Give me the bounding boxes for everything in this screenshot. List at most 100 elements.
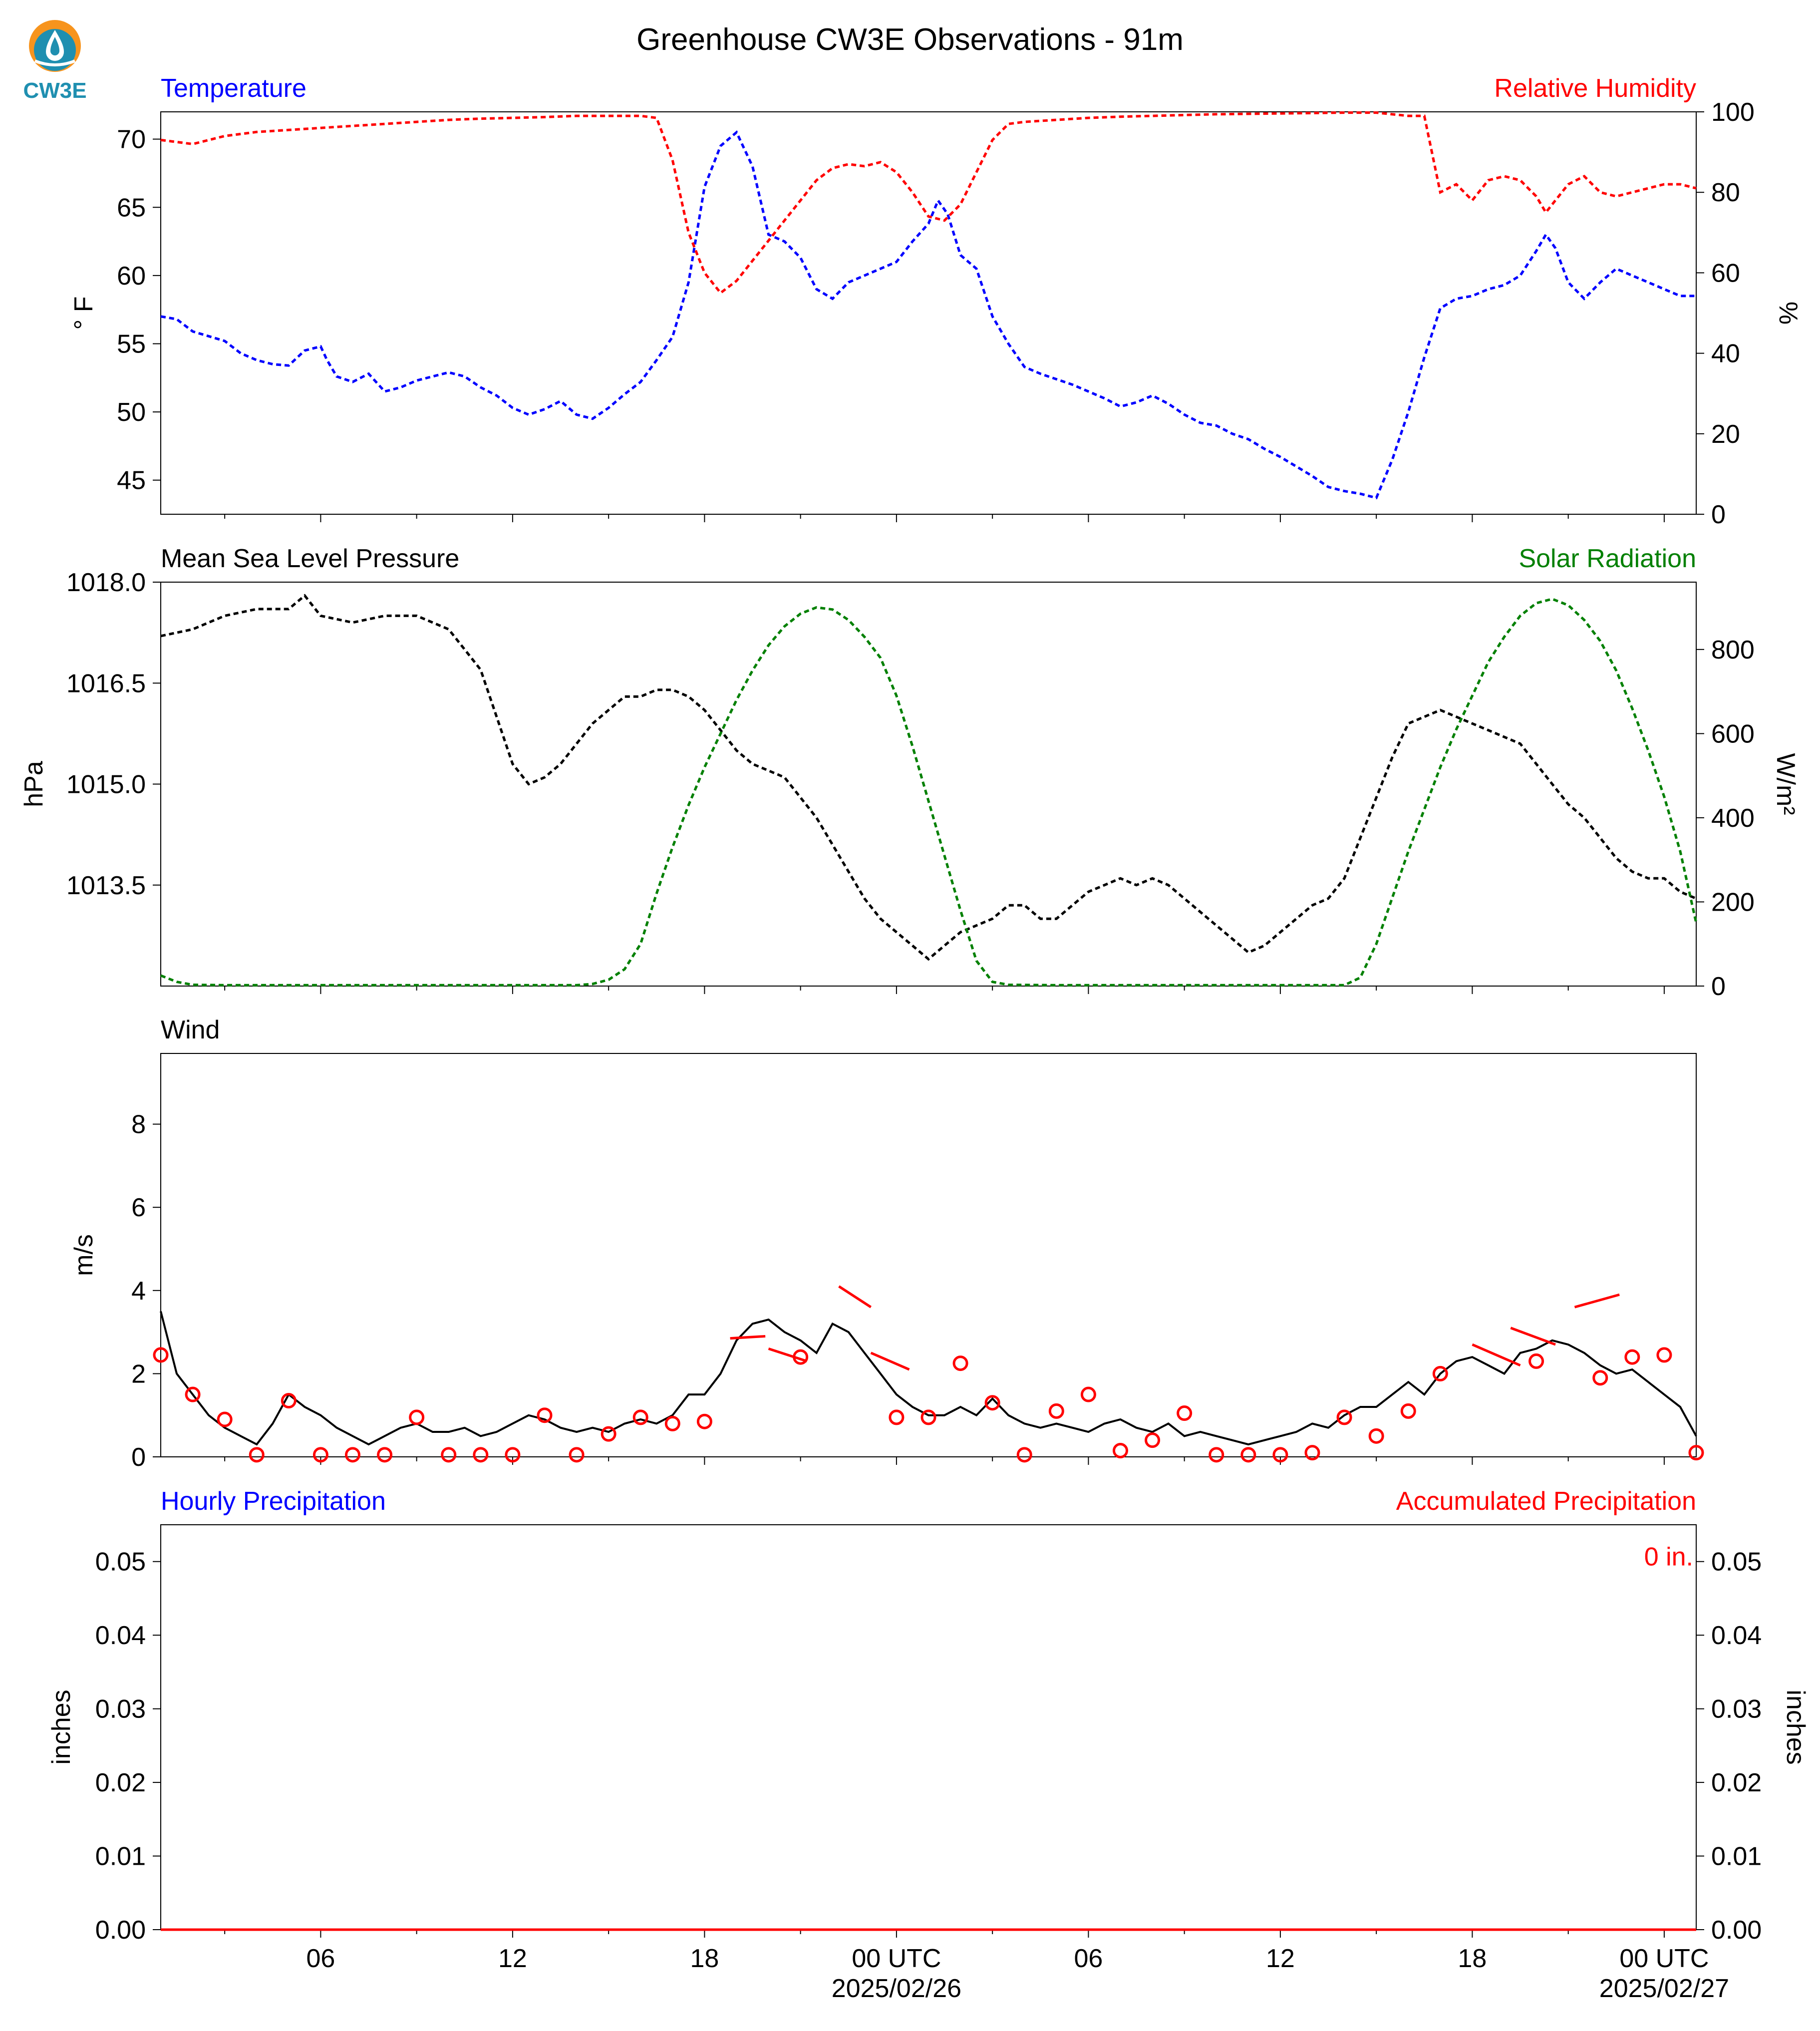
wind-marker [1177,1405,1193,1421]
droplet-logo-icon [29,20,81,72]
wind-marker [441,1447,457,1463]
wind-marker [1048,1403,1064,1419]
wind-barb [870,1352,910,1371]
y-tick-label-right: 100 [1711,98,1755,127]
wind-marker [952,1355,968,1371]
wind-marker [1688,1445,1704,1461]
wind-marker [1080,1386,1096,1402]
y-tick-label-left: 65 [117,193,146,222]
wind-barb [838,1285,872,1309]
wind-marker [1145,1432,1161,1448]
y-axis-label-left: hPa [19,761,48,807]
x-tick-label: 18 [690,1944,719,1973]
wind-barb [1472,1343,1521,1367]
x-tick-date-label: 2025/02/27 [1599,1974,1729,2003]
y-tick-label-right: 400 [1711,804,1755,833]
y-tick-label-left: 8 [131,1110,146,1139]
y-tick-label-left: 0.02 [95,1768,146,1797]
wind-marker [696,1413,712,1429]
y-tick-label-right: 60 [1711,259,1740,288]
wind-marker [249,1447,265,1463]
plot-frame [160,1524,1697,1930]
wind-marker [664,1415,680,1431]
wind-marker [1400,1403,1416,1419]
y-tick-label-left: 1016.5 [66,669,146,698]
panel-title-left: Hourly Precipitation [161,1487,386,1516]
y-tick-label-left: 0.00 [95,1916,146,1945]
plot-frame [160,582,1697,987]
panel-title-left: Mean Sea Level Pressure [161,544,459,573]
y-tick-label-left: 0.03 [95,1695,146,1724]
wind-marker [345,1447,360,1463]
y-tick-label-right: 0.05 [1711,1548,1762,1577]
chart-panel-4: Hourly Precipitation Accumulated Precipit… [47,1487,1810,1945]
panel-title-right: Accumulated Precipitation [1396,1487,1696,1516]
y-tick-label-left: 50 [117,398,146,427]
wind-marker [505,1447,521,1463]
y-tick-label-right: 20 [1711,420,1740,449]
y-axis-label-left: ° F [69,296,98,330]
wind-barb [730,1335,766,1340]
x-tick-label: 12 [498,1944,527,1973]
wind-marker [1336,1409,1352,1425]
plot-frame [160,111,1697,515]
chart-panel-1: Temperature Relative Humidity 45 50 55 60 65 70… [69,74,1803,529]
y-tick-label-left: 55 [117,330,146,358]
panel-title-right: Solar Radiation [1518,544,1696,573]
wind-barb [1574,1293,1620,1309]
y-tick-label-right: 0.00 [1711,1916,1762,1945]
y-tick-label-left: 70 [117,125,146,154]
y-axis-label-right: % [1774,302,1803,325]
series-line-relative-humidity [160,111,1697,295]
y-tick-label-right: 0 [1711,500,1726,529]
wind-marker [1528,1353,1544,1369]
y-tick-label-left: 45 [117,466,146,495]
wind-barb [1510,1327,1556,1346]
wind-marker [537,1407,553,1423]
wind-marker [1368,1428,1384,1444]
wind-marker [409,1409,425,1425]
y-tick-label-right: 0.04 [1711,1621,1762,1650]
wind-marker [569,1447,585,1463]
y-tick-label-right: 200 [1711,888,1755,917]
y-tick-label-right: 0.02 [1711,1768,1762,1797]
wind-marker [1272,1447,1288,1463]
x-tick-label: 00 UTC [1619,1944,1709,1973]
x-tick-label: 18 [1458,1944,1487,1973]
wind-marker [601,1426,616,1442]
wind-marker [1592,1370,1608,1386]
y-tick-label-right: 40 [1711,339,1740,368]
cw3e-logo: CW3E [23,20,87,103]
wind-marker [632,1409,648,1425]
wind-marker [984,1395,1000,1411]
wind-marker [473,1447,489,1463]
wind-marker [920,1409,936,1425]
y-tick-label-left: 0.05 [95,1548,146,1577]
y-axis-label-left: inches [47,1690,76,1764]
panel-title-left: Temperature [161,74,306,103]
y-axis-label-right: W/m² [1771,753,1800,815]
chart-title: Greenhouse CW3E Observations - 91m [636,22,1184,57]
wind-marker [1240,1447,1256,1463]
wind-marker [1304,1445,1320,1461]
x-tick-label: 06 [306,1944,335,1973]
y-tick-label-left: 4 [131,1277,146,1306]
wind-marker [1113,1443,1128,1459]
accumulated-total-label: 0 in. [1644,1543,1693,1572]
plot-frame [160,1053,1697,1457]
y-axis-label-right: inches [1781,1690,1810,1764]
x-tick-label: 06 [1074,1944,1103,1973]
wind-barb [768,1348,808,1362]
y-tick-label-right: 0.03 [1711,1695,1762,1724]
wind-marker [1016,1447,1032,1463]
y-tick-label-left: 6 [131,1193,146,1222]
wind-marker [185,1386,201,1402]
wind-marker [377,1447,393,1463]
series-line-mean-sea-level-pressure [160,594,1697,961]
y-tick-label-left: 2 [131,1359,146,1388]
wind-marker [1209,1447,1224,1463]
wind-marker [1656,1347,1672,1363]
wind-marker [1624,1349,1640,1365]
